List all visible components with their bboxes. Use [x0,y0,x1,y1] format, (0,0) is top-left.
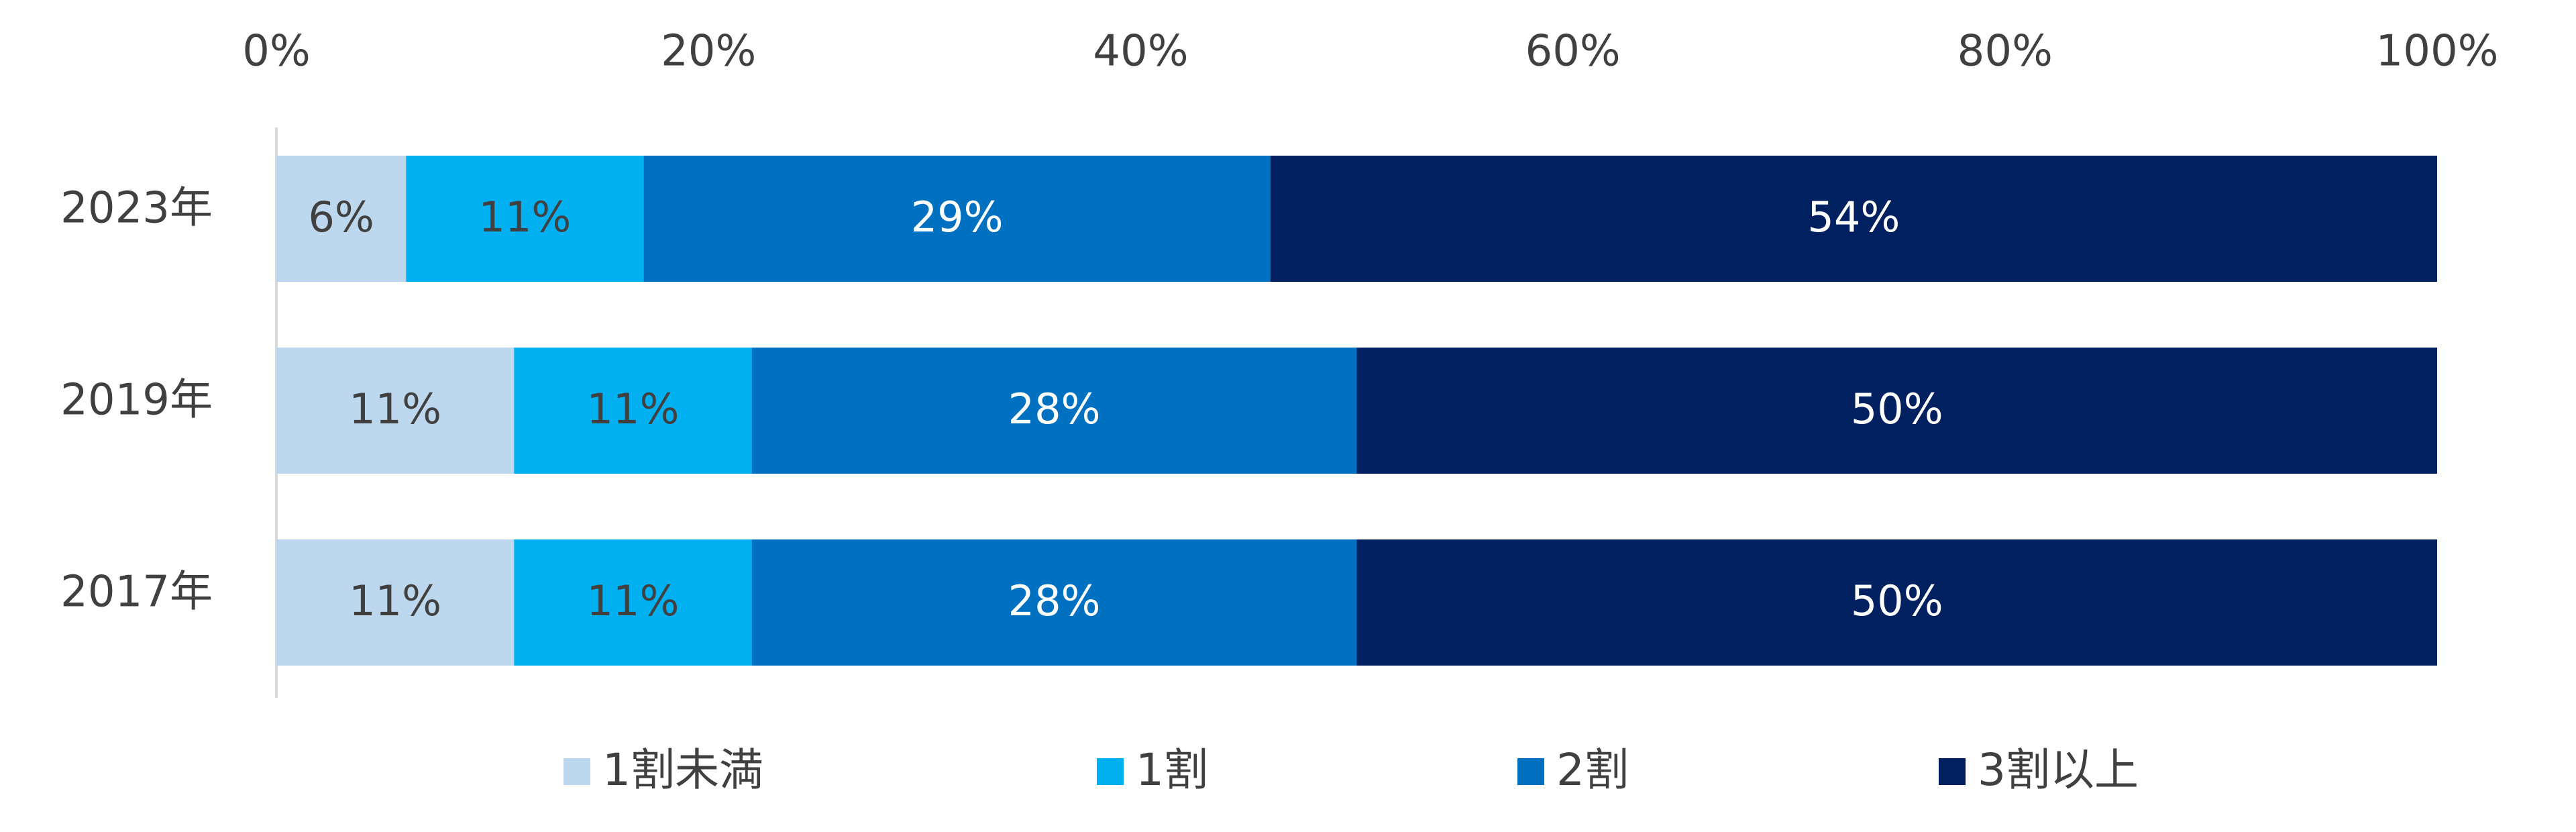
data-label: 28% [1008,576,1101,625]
legend-swatch [1939,758,1966,785]
legend-label: 3割以上 [1978,744,2139,796]
bar-segment [276,156,407,282]
bar-segment [276,348,515,474]
x-tick-label: 0% [242,27,311,76]
x-tick-label: 100% [2376,27,2499,76]
data-label: 54% [1807,193,1900,242]
data-label: 50% [1851,576,1943,625]
x-tick-label: 20% [661,27,756,76]
data-label: 11% [587,576,680,625]
data-label: 6% [308,193,374,242]
category-label: 2017年 [60,568,213,617]
bar-segment [1356,539,2437,666]
legend: 1割未満 1割 2割 3割以上 [564,744,2139,796]
legend-label: 1割未満 [602,744,763,796]
x-tick-label: 80% [1957,27,2053,76]
x-tick-label: 40% [1093,27,1188,76]
data-label: 50% [1851,384,1943,433]
category-labels: 2023年 2019年 2017年 [60,184,213,617]
bar-segment [1356,348,2437,474]
category-label: 2023年 [60,184,213,233]
bar-segment [751,348,1357,474]
bar-segment [406,156,644,282]
data-label: 11% [349,576,441,625]
data-label: 28% [1008,384,1101,433]
x-axis-tick-labels: 0% 20% 40% 60% 80% 100% [242,27,2498,76]
bar-segment [643,156,1271,282]
data-label: 11% [479,193,572,242]
legend-swatch [1097,758,1124,785]
legend-swatch [1517,758,1544,785]
bar-segment [1270,156,2437,282]
bar-segment [514,539,752,666]
legend-label: 2割 [1556,744,1629,796]
data-labels: 6% 11% 29% 54% 11% 11% 28% 50% 11% 11% 28% 50% [308,193,1943,625]
bar-segment [751,539,1357,666]
legend-swatch [564,758,590,785]
bar-segment [514,348,752,474]
category-label: 2019年 [60,376,213,425]
legend-label: 1割 [1136,744,1208,796]
data-label: 11% [349,384,441,433]
x-tick-label: 60% [1525,27,1620,76]
data-label: 29% [911,193,1004,242]
data-label: 11% [587,384,680,433]
bar-segments [276,156,2437,666]
bar-segment [276,539,515,666]
